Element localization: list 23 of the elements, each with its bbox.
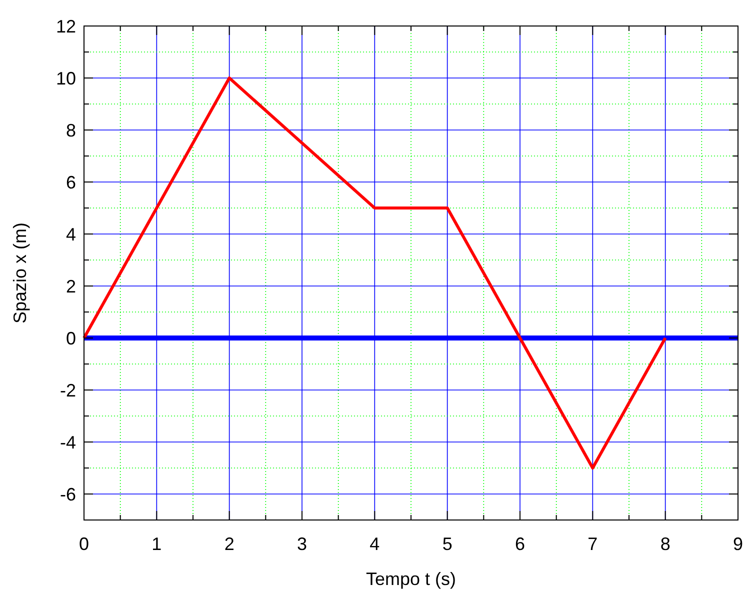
x-tick-label: 0 xyxy=(78,534,90,554)
y-tick-label: 6 xyxy=(66,172,76,192)
y-tick-label: -6 xyxy=(60,484,76,504)
x-tick-label: 4 xyxy=(370,534,380,554)
y-tick-label: 0 xyxy=(66,328,76,348)
y-tick-label: 12 xyxy=(56,16,76,36)
line-series xyxy=(82,76,667,470)
x-tick-label: 9 xyxy=(732,534,744,554)
x-tick-label: 8 xyxy=(660,534,670,554)
y-tick-label: 10 xyxy=(56,68,76,88)
y-tick-label: 2 xyxy=(66,276,76,296)
y-tick-label: 8 xyxy=(66,120,76,140)
x-tick-label: 5 xyxy=(442,534,452,554)
y-tick-label: -2 xyxy=(60,380,76,400)
y-tick-label: -4 xyxy=(60,432,76,452)
x-tick-label: 2 xyxy=(224,534,234,554)
x-tick-label: 3 xyxy=(296,534,308,554)
x-tick-label: 7 xyxy=(588,534,598,554)
y-axis-title: Spazio x (m) xyxy=(10,222,30,324)
x-tick-label: 1 xyxy=(152,534,162,554)
y-tick-label: 4 xyxy=(66,224,76,244)
x-tick-label: 6 xyxy=(514,534,526,554)
x-axis-title: Tempo t (s) xyxy=(366,569,456,589)
